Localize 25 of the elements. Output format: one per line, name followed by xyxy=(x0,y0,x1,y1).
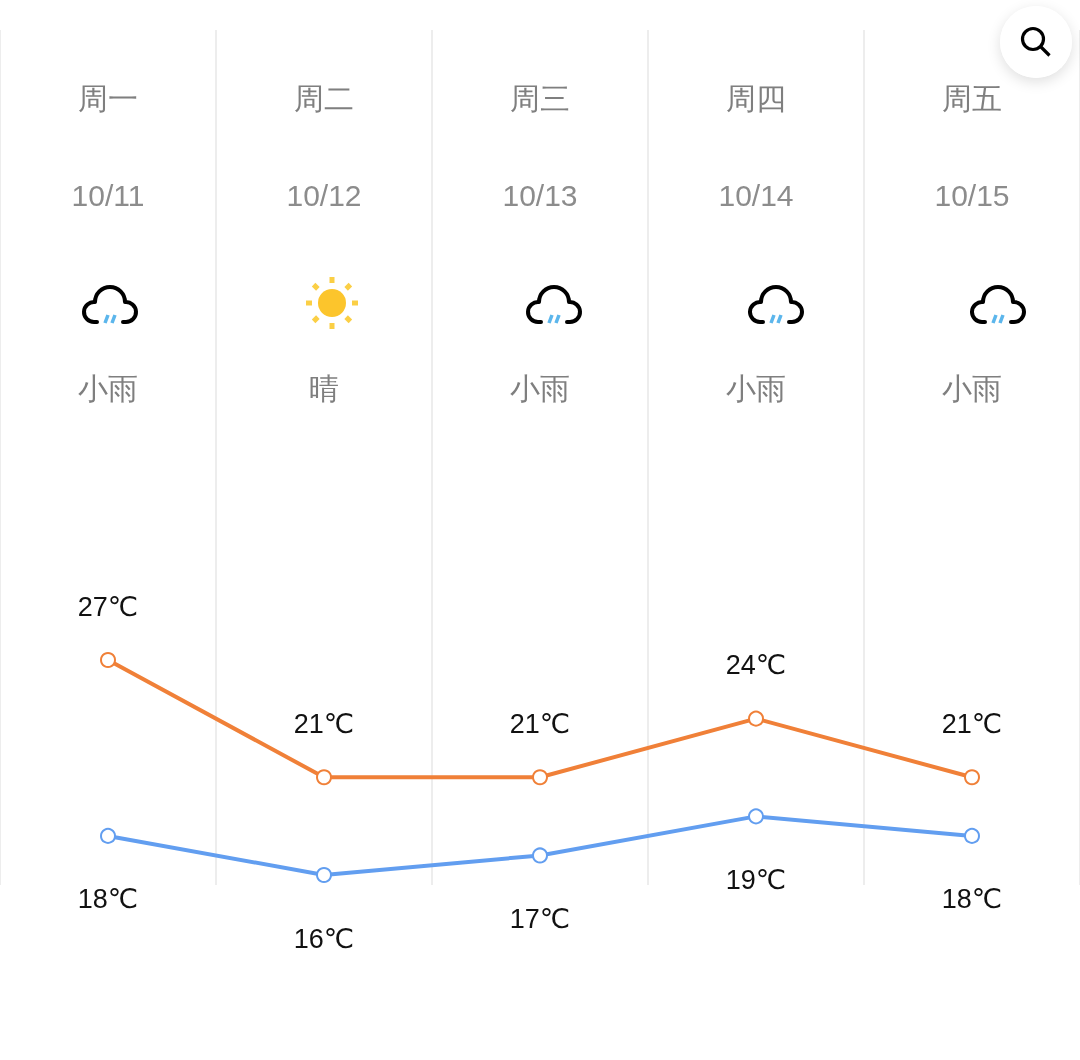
point xyxy=(316,769,332,786)
data-label: 18℃ xyxy=(77,884,139,915)
data-label: 21℃ xyxy=(509,708,571,739)
data-label: 16℃ xyxy=(293,923,355,954)
point xyxy=(100,652,116,668)
data-label: 27℃ xyxy=(77,591,139,622)
data-label: 18℃ xyxy=(941,884,1003,915)
category-label: 周四 10/14 小雨 xyxy=(718,81,794,405)
data-label: 21℃ xyxy=(293,708,355,739)
category-label: 周五 10/15 小雨 xyxy=(934,81,1010,405)
point xyxy=(100,827,116,844)
category-label: 周一 10/11 小雨 xyxy=(71,81,145,405)
point xyxy=(964,827,980,844)
data-label: 21℃ xyxy=(941,708,1003,739)
data-label: 17℃ xyxy=(509,903,571,934)
point xyxy=(316,867,332,883)
category-label: 周二 10/12 晴 xyxy=(286,81,362,405)
point xyxy=(748,808,764,825)
point xyxy=(532,847,548,864)
point xyxy=(964,769,980,786)
category-label: 周三 10/13 小雨 xyxy=(502,81,578,405)
data-label: 19℃ xyxy=(725,864,787,895)
point xyxy=(748,710,764,727)
point xyxy=(532,769,548,786)
data-label: 24℃ xyxy=(725,650,787,681)
